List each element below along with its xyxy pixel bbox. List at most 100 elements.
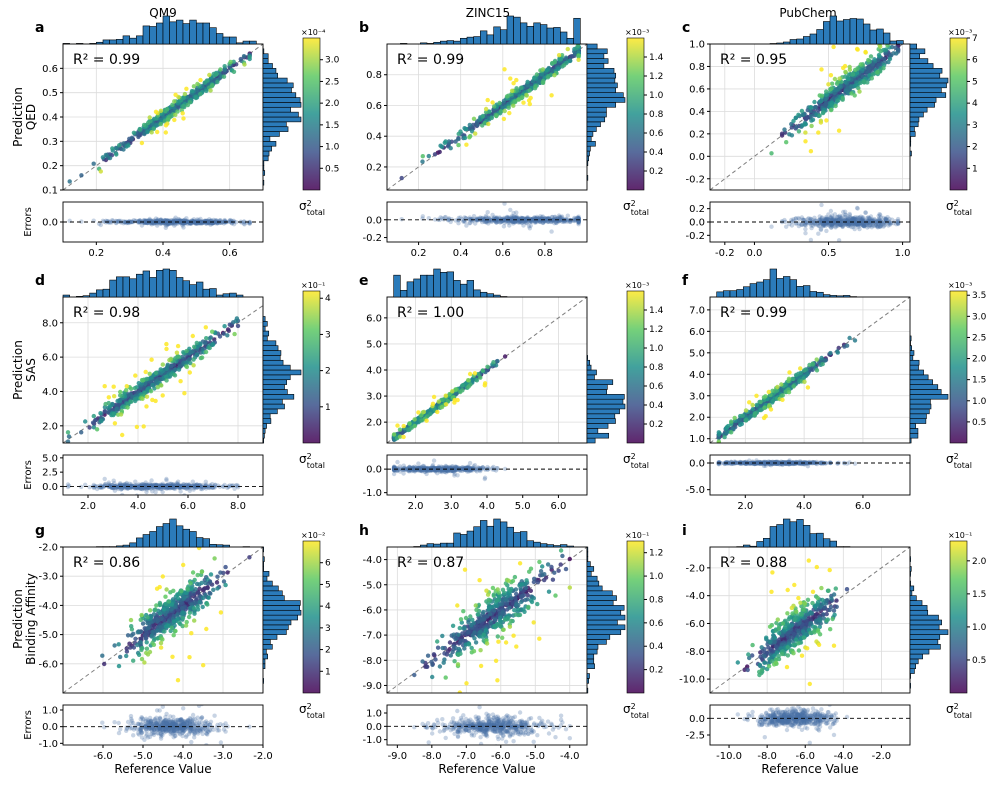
data-point bbox=[540, 80, 546, 86]
residual-point bbox=[150, 220, 155, 225]
residual-point bbox=[824, 218, 829, 223]
residual-point bbox=[143, 220, 148, 225]
residual-point bbox=[191, 219, 196, 224]
residual-point bbox=[552, 217, 557, 223]
residual-point bbox=[154, 219, 160, 224]
residual-point bbox=[165, 221, 171, 227]
residual-point bbox=[144, 489, 149, 495]
residual-point bbox=[887, 216, 892, 222]
residual-point bbox=[546, 215, 551, 221]
residual-point bbox=[824, 220, 829, 225]
residual-point bbox=[847, 219, 852, 224]
data-point bbox=[118, 393, 123, 398]
residual-point bbox=[830, 221, 835, 227]
right-hist-bar bbox=[262, 92, 297, 98]
top-hist-bar bbox=[136, 35, 144, 45]
residual-point bbox=[199, 220, 204, 225]
data-point bbox=[228, 59, 233, 65]
right-hist-bar bbox=[586, 131, 594, 137]
residual-point bbox=[820, 221, 825, 226]
residual-point bbox=[850, 216, 855, 222]
data-point bbox=[164, 374, 169, 379]
right-hist-bar bbox=[262, 53, 269, 59]
residual-point bbox=[206, 220, 211, 225]
residual-point bbox=[839, 217, 844, 222]
data-point bbox=[853, 67, 858, 73]
data-point bbox=[826, 82, 831, 87]
colorbar-tick-label: 3 bbox=[325, 330, 331, 340]
residual-point bbox=[496, 219, 501, 224]
residual-point bbox=[793, 216, 799, 221]
residual-point bbox=[83, 482, 88, 487]
residual-point bbox=[846, 222, 852, 227]
data-point bbox=[870, 61, 875, 67]
data-point bbox=[98, 169, 104, 174]
residual-point bbox=[242, 219, 247, 225]
right-hist-bar bbox=[262, 374, 291, 381]
residual-point bbox=[808, 216, 813, 222]
residual-point bbox=[838, 221, 843, 226]
residual-point bbox=[185, 219, 190, 225]
residual-point bbox=[845, 219, 850, 225]
residual-point bbox=[834, 217, 839, 222]
residual-point bbox=[834, 223, 840, 228]
data-point bbox=[516, 97, 521, 102]
residual-point bbox=[207, 485, 212, 491]
colorbar-tick-label: 1.0 bbox=[325, 143, 340, 153]
residual-point bbox=[831, 218, 836, 223]
residual-point bbox=[576, 215, 581, 221]
residual-point bbox=[488, 217, 493, 222]
residual-point bbox=[102, 484, 107, 489]
residual-point bbox=[846, 215, 852, 220]
residual-point bbox=[827, 221, 832, 226]
residual-point bbox=[106, 482, 111, 487]
residual-point bbox=[547, 217, 552, 222]
residual-point bbox=[227, 483, 232, 488]
residual-point bbox=[507, 223, 512, 228]
residual-point bbox=[157, 484, 163, 489]
top-hist-bar bbox=[122, 35, 130, 45]
residual-point bbox=[156, 220, 161, 225]
residual-point bbox=[208, 219, 213, 224]
data-point bbox=[158, 367, 163, 372]
residual-point bbox=[119, 220, 124, 225]
residual-point bbox=[164, 486, 169, 491]
data-point bbox=[141, 424, 146, 429]
residual-point bbox=[101, 219, 107, 224]
x-tick-label: 0.6 bbox=[222, 248, 238, 259]
top-hist-bar bbox=[202, 288, 210, 298]
right-hist-bar bbox=[586, 97, 626, 103]
residual-point bbox=[828, 215, 833, 220]
residual-point bbox=[231, 222, 237, 227]
residual-point bbox=[529, 219, 534, 224]
data-point bbox=[544, 68, 549, 73]
residual-point bbox=[142, 483, 147, 489]
residual-point bbox=[213, 482, 218, 488]
residual-point bbox=[889, 217, 895, 222]
residual-point bbox=[201, 485, 206, 491]
residual-point bbox=[793, 216, 798, 221]
residual-point bbox=[869, 220, 874, 225]
residual-point bbox=[533, 218, 539, 223]
residual-point bbox=[561, 218, 566, 223]
residual-point bbox=[486, 218, 491, 223]
data-point bbox=[511, 103, 516, 108]
residual-point bbox=[135, 486, 141, 491]
residual-point bbox=[873, 219, 878, 224]
residual-point bbox=[191, 485, 196, 491]
top-hist-bar bbox=[82, 295, 90, 298]
row-label-prefix: Prediction bbox=[11, 87, 25, 147]
residual-point bbox=[508, 217, 513, 223]
residual-point bbox=[126, 220, 131, 225]
residual-point bbox=[543, 217, 549, 223]
residual-point bbox=[142, 485, 147, 491]
residual-point bbox=[820, 224, 826, 229]
residual-point bbox=[462, 215, 467, 220]
residual-point bbox=[516, 217, 521, 222]
data-point bbox=[136, 381, 141, 386]
data-point bbox=[191, 357, 196, 362]
right-hist-bar bbox=[909, 116, 920, 123]
residual-point bbox=[188, 486, 193, 491]
residual-point bbox=[207, 220, 212, 225]
residual-point bbox=[155, 485, 161, 491]
